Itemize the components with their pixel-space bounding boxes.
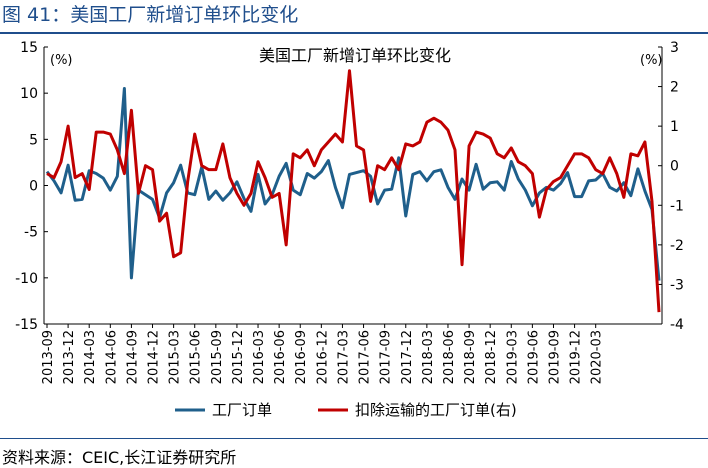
x-tick-label: 2016-12 (315, 330, 330, 384)
x-tick-label: 2018-12 (484, 330, 499, 384)
right-tick-label: 2 (670, 80, 679, 96)
x-tick-label: 2014-03 (83, 330, 98, 384)
x-tick-label: 2018-06 (442, 330, 457, 384)
x-tick-label: 2018-03 (421, 330, 436, 384)
left-axis-unit: (%) (50, 53, 73, 68)
right-tick-label: -3 (670, 277, 684, 293)
x-tick-label: 2015-09 (210, 330, 225, 384)
chart-title: 美国工厂新增订单环比变化 (259, 46, 451, 65)
left-tick-label: 15 (20, 40, 38, 56)
left-tick-label: 5 (29, 132, 38, 148)
left-tick-label: 0 (29, 179, 38, 195)
x-tick-label: 2020-03 (590, 330, 605, 384)
x-tick-label: 2014-12 (147, 330, 162, 384)
x-tick-label: 2019-09 (547, 330, 562, 384)
figure-title: 图 41：美国工厂新增订单环比变化 (2, 4, 299, 26)
right-tick-label: -2 (670, 238, 684, 254)
left-tick-label: -5 (24, 225, 38, 241)
x-tick-label: 2019-12 (569, 330, 584, 384)
x-tick-label: 2017-12 (400, 330, 415, 384)
right-tick-label: -1 (670, 198, 684, 214)
x-tick-label: 2016-03 (252, 330, 267, 384)
x-tick-label: 2013-09 (41, 330, 56, 384)
x-tick-label: 2013-12 (62, 330, 77, 384)
x-tick-label: 2015-12 (231, 330, 246, 384)
x-tick-label: 2015-03 (168, 330, 183, 384)
right-tick-label: 1 (670, 119, 679, 135)
source-rule (0, 438, 708, 439)
source-note: 资料来源：CEIC,长江证券研究所 (2, 448, 237, 467)
x-tick-label: 2015-06 (189, 330, 204, 384)
left-tick-label: -10 (15, 271, 38, 287)
right-tick-label: 0 (670, 159, 679, 175)
legend: 工厂订单 扣除运输的工厂订单(右) (175, 401, 517, 419)
series-line-factory-orders (45, 87, 661, 281)
x-tick-label: 2019-03 (505, 330, 520, 384)
right-axis-unit: (%) (640, 53, 663, 68)
legend-label-series1: 工厂订单 (212, 401, 272, 419)
left-tick-label: 10 (20, 86, 38, 102)
x-tick-label: 2016-09 (294, 330, 309, 384)
legend-label-series2: 扣除运输的工厂订单(右) (355, 401, 517, 419)
x-tick-label: 2014-06 (104, 330, 119, 384)
x-tick-label: 2016-06 (273, 330, 288, 384)
line-chart: 美国工厂新增订单环比变化 (%) (%) 151050-5-10-153210-… (15, 40, 684, 419)
title-rule (0, 32, 708, 34)
x-tick-label: 2017-03 (336, 330, 351, 384)
x-tick-label: 2018-09 (463, 330, 478, 384)
x-tick-label: 2017-06 (358, 330, 373, 384)
x-tick-label: 2017-09 (379, 330, 394, 384)
x-tick-label: 2014-09 (125, 330, 140, 384)
left-tick-label: -15 (15, 317, 38, 333)
right-tick-label: 3 (670, 40, 679, 56)
series-line-ex-transport-orders (46, 69, 661, 313)
right-tick-label: -4 (670, 317, 684, 333)
x-tick-label: 2019-06 (526, 330, 541, 384)
series-lines (45, 69, 661, 313)
